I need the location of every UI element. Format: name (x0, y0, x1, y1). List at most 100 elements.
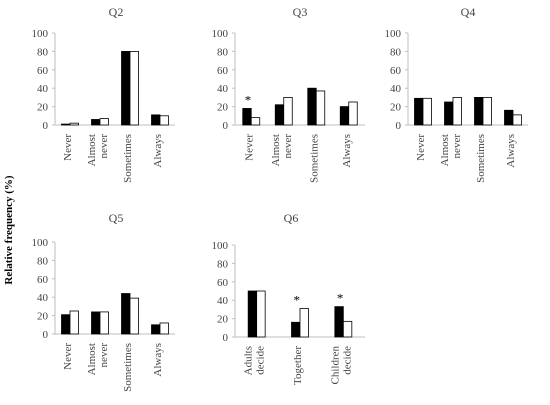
y-tick-label: 40 (390, 83, 402, 95)
bar-series-1 (291, 321, 301, 338)
y-tick-label: 0 (43, 120, 49, 132)
bar-series-2 (315, 90, 326, 126)
x-category-label: Sometimes (475, 134, 487, 183)
bar-series-1 (414, 97, 424, 126)
y-tick-label: 20 (37, 102, 49, 114)
y-tick-label: 60 (37, 65, 49, 77)
bar-series-1 (61, 314, 71, 335)
bar-series-1 (151, 114, 161, 126)
y-tick-label: 80 (217, 258, 229, 270)
x-category-label: Almostnever (439, 134, 463, 167)
bar-series-2 (342, 320, 353, 338)
bar-series-1 (91, 311, 101, 335)
y-tick-label: 0 (43, 329, 49, 341)
y-tick-label: 100 (212, 28, 229, 40)
bar-series-2 (129, 297, 139, 335)
y-tick-label: 40 (37, 83, 49, 95)
bar-series-2 (69, 122, 79, 126)
bar-series-2 (99, 118, 109, 126)
y-tick-label: 0 (223, 120, 229, 132)
bar-series-2 (482, 97, 492, 126)
x-category-label: Together (292, 346, 304, 385)
y-tick-label: 60 (37, 274, 49, 286)
x-category-label: Never (415, 134, 427, 161)
x-category-label: Sometimes (122, 134, 134, 183)
y-tick-label: 20 (390, 102, 402, 114)
y-tick-label: 80 (217, 46, 229, 58)
bar-series-1 (151, 324, 161, 335)
significance-star: * (245, 92, 252, 107)
x-category-label: Never (243, 134, 255, 161)
chart-panel-q4: Q4 0 20 40 60 80 100 Never Almostnever Sometimes A… (385, 5, 528, 183)
y-tick-label: 0 (396, 120, 402, 132)
panel-title: Q6 (284, 211, 299, 225)
y-axis-label: Relative frequency (%) (3, 175, 15, 284)
panel-title: Q3 (293, 5, 308, 19)
bar-series-2 (348, 101, 358, 126)
bar-series-2 (99, 311, 109, 335)
y-tick-label: 60 (217, 65, 229, 77)
panel-title: Q2 (109, 5, 124, 19)
bar-series-2 (452, 97, 462, 126)
x-category-label: Almostnever (86, 134, 110, 167)
bar-series-2 (159, 322, 169, 335)
chart-panel-q3: Q3 0 20 40 60 80 100 * Never Almostnever Sometimes… (212, 5, 365, 183)
x-category-label: Always (341, 134, 353, 168)
x-category-label: Never (62, 134, 74, 161)
bar-series-1 (474, 97, 484, 126)
y-tick-label: 60 (390, 65, 402, 77)
y-tick-label: 20 (217, 102, 229, 114)
chart-panel-q6: Q6 0 20 40 60 80 100 Adultsdecide * Together * Chil… (212, 211, 365, 385)
bar-series-1 (242, 108, 252, 126)
bar-series-2 (159, 115, 169, 126)
bar-series-1 (121, 293, 131, 335)
bar-series-1 (307, 87, 317, 126)
bar-series-2 (422, 97, 432, 126)
y-tick-label: 80 (390, 46, 402, 58)
bar-series-2 (283, 97, 293, 126)
y-tick-label: 40 (217, 295, 229, 307)
bar-series-1 (334, 306, 344, 338)
y-tick-label: 20 (217, 314, 229, 326)
y-tick-label: 20 (37, 311, 49, 323)
panel-title: Q4 (461, 5, 476, 19)
x-category-label: Sometimes (308, 134, 320, 183)
bar-series-1 (91, 119, 101, 126)
y-tick-label: 0 (223, 332, 229, 344)
x-category-label: Always (152, 343, 164, 377)
bar-series-2 (250, 117, 261, 126)
y-tick-label: 80 (37, 255, 49, 267)
chart-panel-q5: Q5 0 20 40 60 80 100 Never Almostnever Sometimes A… (32, 211, 175, 392)
bar-series-2 (129, 51, 139, 126)
bar-series-1 (504, 109, 514, 126)
x-category-label: Almostnever (270, 134, 294, 167)
bar-series-2 (69, 310, 79, 335)
bar-series-1 (339, 106, 350, 126)
bar-series-1 (444, 101, 454, 126)
bar-series-2 (299, 308, 309, 338)
x-category-label: Adultsdecide (243, 346, 267, 375)
y-tick-label: 40 (217, 83, 229, 95)
y-tick-label: 100 (32, 28, 49, 40)
bar-series-1 (121, 51, 131, 126)
x-category-label: Childrendecide (329, 346, 353, 385)
x-category-label: Always (505, 134, 517, 168)
panel-title: Q5 (109, 211, 124, 225)
x-category-label: Sometimes (122, 343, 134, 392)
x-category-label: Always (152, 134, 164, 168)
bar-series-1 (274, 104, 285, 126)
bar-series-1 (247, 290, 258, 338)
y-tick-label: 40 (37, 292, 49, 304)
y-tick-label: 100 (32, 237, 49, 249)
significance-star: * (294, 292, 301, 307)
y-tick-label: 60 (217, 277, 229, 289)
significance-star: * (337, 291, 344, 306)
x-category-label: Almostnever (86, 343, 110, 376)
y-tick-label: 100 (385, 28, 402, 40)
bar-series-2 (512, 114, 522, 126)
y-tick-label: 80 (37, 46, 49, 58)
y-tick-label: 100 (212, 240, 229, 252)
chart-panel-q2: Q2 0 20 40 60 80 100 Never Almostnever Sometimes A… (32, 5, 175, 183)
bar-series-2 (256, 290, 266, 338)
